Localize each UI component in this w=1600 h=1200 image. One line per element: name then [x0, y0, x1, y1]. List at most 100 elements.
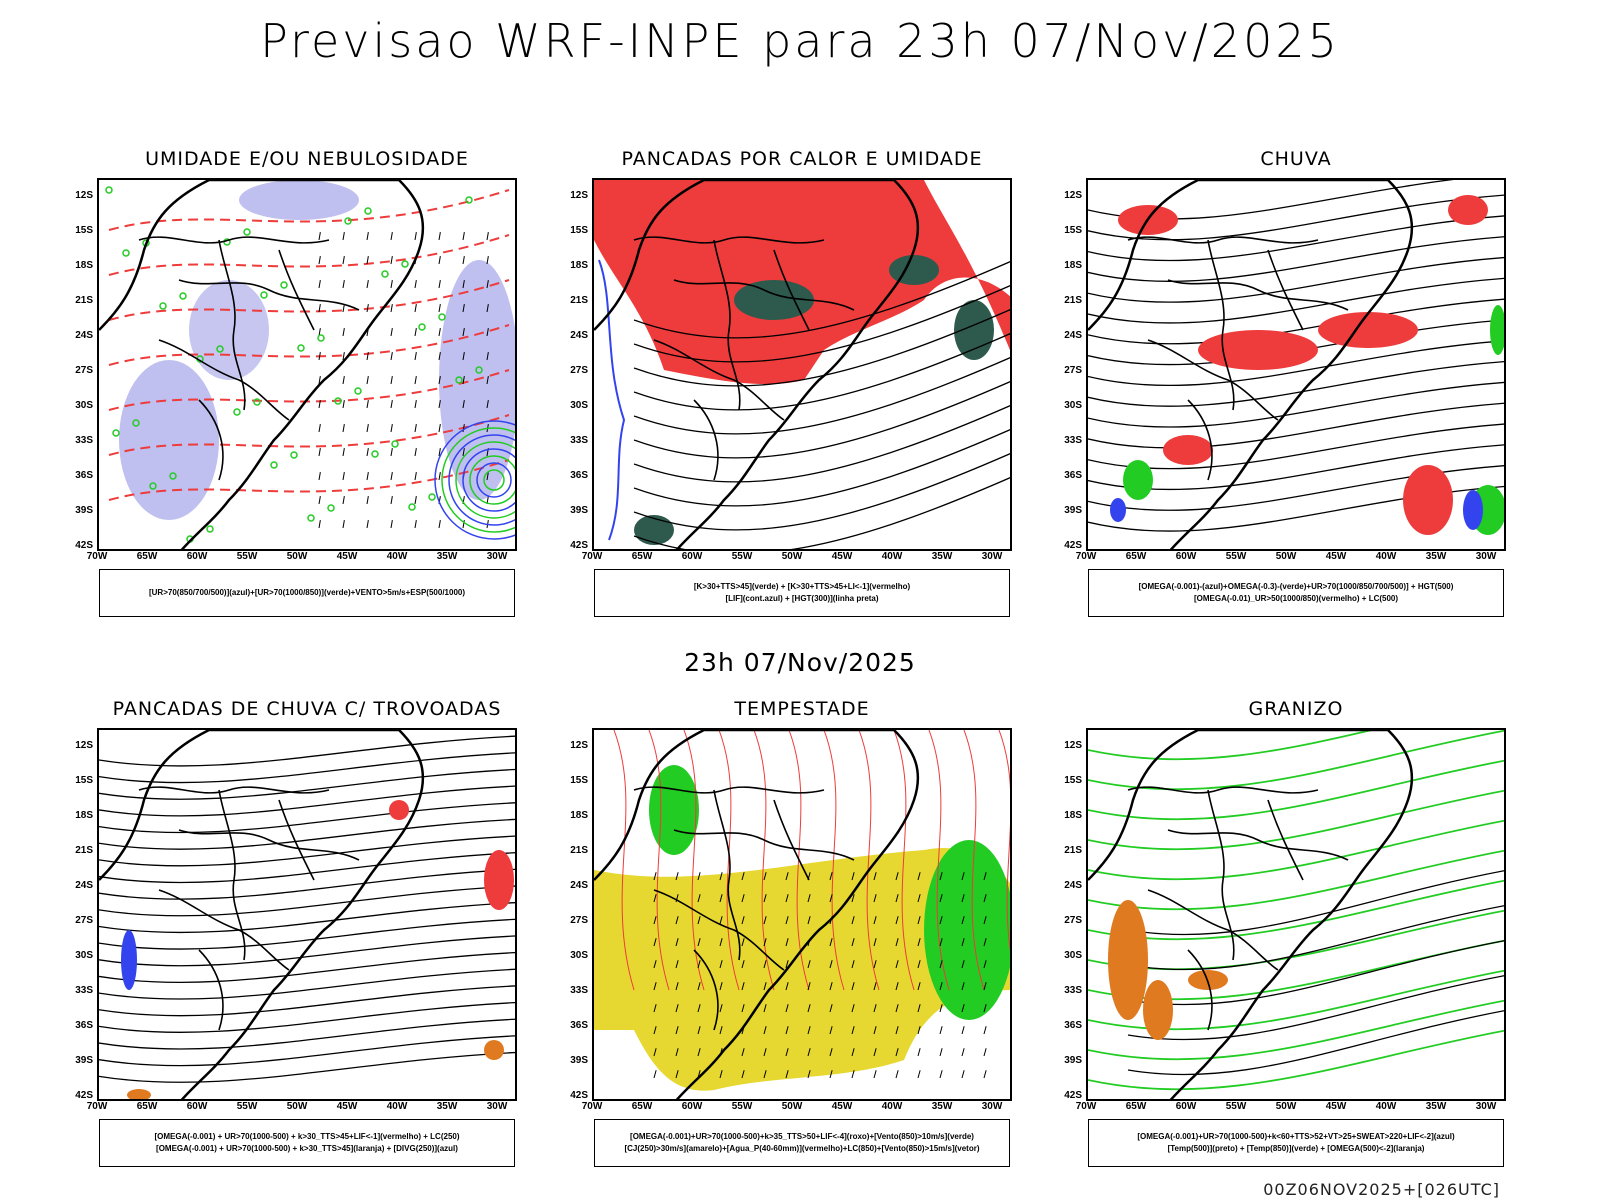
wind-vector [829, 894, 833, 903]
legend-line: [K>30+TTS>45](verde) + [K>30+TTS>45+LI<-… [693, 582, 911, 591]
latitude-label: 39S [75, 1055, 93, 1066]
wind-vector [983, 1004, 987, 1013]
instability-area [734, 280, 814, 320]
wind-vector [342, 496, 345, 505]
longitude-label: 30W [1475, 1101, 1497, 1112]
wind-vector [653, 1070, 657, 1079]
wind-vector [917, 872, 921, 881]
country-border [633, 786, 825, 794]
wind-vector [807, 1070, 811, 1079]
wind-vector [939, 872, 943, 881]
wind-vector [917, 916, 921, 925]
wind-vector [342, 280, 345, 289]
longitude-label: 30W [486, 1101, 508, 1112]
humidity-contour [105, 186, 113, 194]
legend-line: [OMEGA(-0.001) + UR>70(1000-500) + k>30_… [154, 1132, 460, 1141]
wind-vector [895, 1048, 899, 1057]
streamline [99, 935, 515, 967]
height-contour [633, 381, 1010, 459]
wind-vector [741, 1048, 745, 1057]
wind-vector [785, 1048, 789, 1057]
streamline [99, 818, 515, 850]
longitude-label: 40W [1375, 1101, 1397, 1112]
wind-vector [741, 916, 745, 925]
longitude-label: 60W [1175, 551, 1197, 562]
latitude-label: 36S [1064, 1020, 1082, 1031]
longitude-label: 60W [681, 551, 703, 562]
wind-vector [675, 1048, 679, 1057]
latitude-label: 30S [1064, 950, 1082, 961]
wind-vector [342, 352, 345, 361]
country-border [653, 889, 785, 971]
wind-vector [873, 872, 877, 881]
latitude-label: 24S [75, 880, 93, 891]
wind-vector [895, 894, 899, 903]
humidity-contour [327, 504, 335, 512]
wind-vector [486, 232, 489, 241]
wind-vector [895, 872, 899, 881]
wind-vector [653, 894, 657, 903]
longitude-label: 40W [1375, 551, 1397, 562]
country-border [1207, 789, 1235, 961]
country-border [713, 789, 741, 961]
temperature-500-contour [1127, 870, 1504, 936]
wind-vector [851, 872, 855, 881]
wind-vector [366, 304, 369, 313]
country-border [218, 239, 246, 411]
low-level-jet-area [649, 765, 699, 855]
wind-vector [917, 938, 921, 947]
humidity-contour [159, 302, 167, 310]
wind-vector [342, 400, 345, 409]
latitude-label: 12S [570, 190, 588, 201]
longitude-label: 70W [86, 1101, 108, 1112]
latitude-label: 30S [570, 400, 588, 411]
wind-vector [462, 352, 465, 361]
wind-vector [851, 1048, 855, 1057]
latitude-label: 42S [1064, 540, 1082, 551]
coastline [594, 180, 920, 549]
streamline [1088, 236, 1504, 282]
longitude-label: 35W [436, 1101, 458, 1112]
wind-vector [807, 960, 811, 969]
wind-vector [873, 1026, 877, 1035]
wind-vector [486, 256, 489, 265]
longitude-label: 45W [336, 1101, 358, 1112]
humidity-contour [216, 345, 224, 353]
instability-area [954, 300, 994, 360]
wind-vector [342, 424, 345, 433]
wind-vector [462, 328, 465, 337]
humidity-contour [132, 419, 140, 427]
humidity-contour [280, 281, 288, 289]
panel-title: CHUVA [1260, 148, 1332, 170]
country-border [693, 949, 719, 1031]
wind-vector [763, 894, 767, 903]
wind-vector [785, 872, 789, 881]
rain-area [1318, 312, 1418, 348]
wind-vector [983, 960, 987, 969]
wind-vector [675, 960, 679, 969]
wind-vector [719, 1070, 723, 1079]
streamline [99, 1035, 515, 1067]
wind-vector [983, 916, 987, 925]
wind-vector [719, 872, 723, 881]
wind-vector [390, 496, 393, 505]
longitude-label: 30W [981, 1101, 1003, 1112]
wind-vector [486, 376, 489, 385]
streamline [1088, 256, 1504, 303]
wind-vector [438, 448, 441, 457]
wind-vector [983, 872, 987, 881]
wind-vector [961, 1048, 965, 1057]
streamline [99, 902, 515, 934]
map-canvas [99, 730, 515, 1099]
wind-vector [873, 1004, 877, 1013]
wind-vector [763, 872, 767, 881]
precipitable-water-contour [998, 730, 1010, 952]
latitude-label: 36S [570, 1020, 588, 1031]
wind-vector [961, 1026, 965, 1035]
wind-vector [939, 1026, 943, 1035]
humidity-contour [307, 514, 315, 522]
wind-vector [763, 982, 767, 991]
humidity-contour [243, 228, 251, 236]
wind-vector [414, 232, 417, 241]
wind-vector [462, 376, 465, 385]
